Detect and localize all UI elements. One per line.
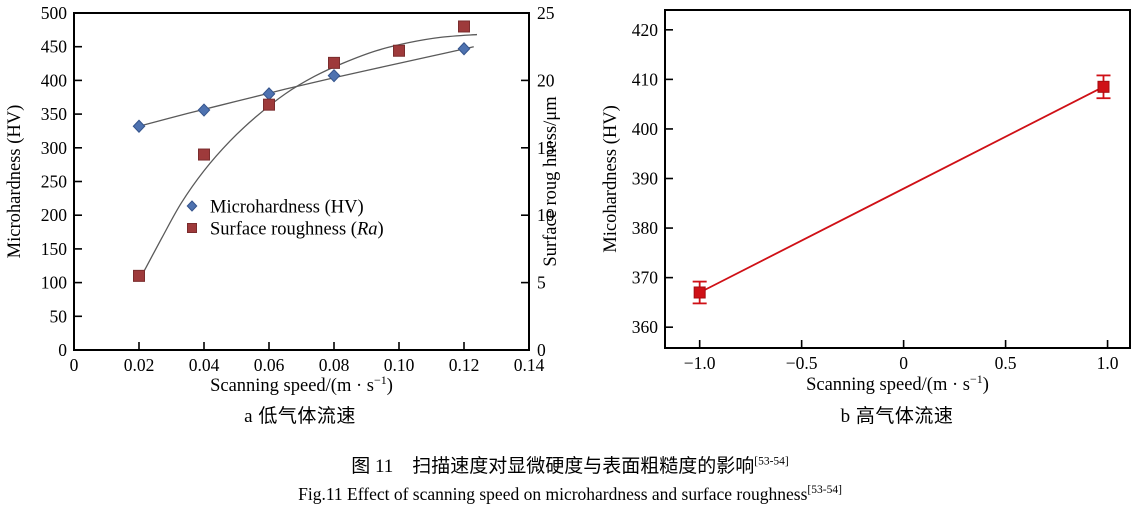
diamond-marker <box>327 68 341 83</box>
diamond-marker <box>262 87 276 101</box>
x-tick-label: 0.08 <box>319 355 350 375</box>
y-tick-label: 400 <box>632 119 659 139</box>
diamond-marker <box>197 103 211 117</box>
diamond-marker <box>132 119 146 133</box>
y-tick-label: 350 <box>41 104 68 124</box>
y-tick-label: 200 <box>41 205 68 225</box>
y-tick-label: 500 <box>41 3 68 23</box>
y-tick-label: 100 <box>41 273 68 293</box>
plot-border <box>664 9 1131 349</box>
y-tick-label: 300 <box>41 138 68 158</box>
chart-b-subtitle: b 高气体流速 <box>840 406 954 427</box>
y-axis-left: 0 50 100 150 200 250 300 350 400 450 500 <box>41 3 82 360</box>
y-tick-label: 360 <box>632 317 659 337</box>
y-tick-label: 150 <box>41 239 68 259</box>
chart-a-low-gas-flow: 0 0.02 0.04 0.06 0.08 0.10 0.12 0.1405010015020… <box>5 3 561 396</box>
legend: Microhardness (HV)Surface roughness (Ra) <box>186 198 384 240</box>
figure-caption-chinese-text: 图 11 扫描速度对显微硬度与表面粗糙度的影响 <box>351 456 755 477</box>
y-axis-right: 0 5 10 15 20 25 <box>521 3 555 360</box>
square-marker <box>1097 80 1110 93</box>
plot-border <box>73 12 530 351</box>
y-axis-left: 360 370 380 390 400 410 420 <box>632 20 673 337</box>
citation-ref-english: [53-54] <box>807 484 842 497</box>
y2-tick-label: 20 <box>537 70 555 90</box>
x-tick-label: −0.5 <box>786 353 818 373</box>
y2-tick-label: 25 <box>537 3 555 23</box>
chart-a-subtitle: a 低气体流速 <box>244 406 356 427</box>
y2-tick-label: 15 <box>537 138 555 158</box>
figure-caption-english-text: Fig.11 Effect of scanning speed on micro… <box>298 484 808 504</box>
y-tick-label: 450 <box>41 37 68 57</box>
citation-ref-chinese: [53-54] <box>754 455 789 468</box>
x-tick-label: −1.0 <box>684 353 716 373</box>
x-tick-label: 1.0 <box>1097 353 1119 373</box>
y-tick-label: 380 <box>632 218 659 238</box>
series-microhardness-hv- <box>132 41 474 133</box>
x-axis-title: Scanning speed/(m · s−1) <box>210 373 393 396</box>
diamond-marker <box>457 41 471 56</box>
square-marker <box>187 223 197 233</box>
y-tick-label: 420 <box>632 20 659 40</box>
y2-tick-label: 10 <box>537 205 555 225</box>
legend-label: Surface roughness (Ra) <box>210 220 384 240</box>
x-tick-label: 0.14 <box>514 355 545 375</box>
y-tick-label: 410 <box>632 69 659 89</box>
chart-b-high-gas-flow: −1.0 −0.5 0 0.5 1.0 360 370 380 390 400 410 420 Mico… <box>601 9 1131 395</box>
y-tick-label: 400 <box>41 70 68 90</box>
series-microhardness-hv- <box>692 74 1111 305</box>
x-tick-label: 0.10 <box>384 355 415 375</box>
trend-line <box>141 33 478 275</box>
y2-tick-label: 0 <box>537 340 546 360</box>
square-marker <box>393 44 405 57</box>
x-axis-title: Scanning speed/(m · s−1) <box>806 372 989 395</box>
x-tick-label: 0.5 <box>995 353 1017 373</box>
x-tick-label: 0.02 <box>124 355 155 375</box>
legend-label: Microhardness (HV) <box>210 198 364 218</box>
y-tick-label: 390 <box>632 169 659 189</box>
square-marker <box>198 148 210 161</box>
y-axis-title-right: Surface roug hness/μm <box>541 96 561 267</box>
square-marker <box>263 98 275 111</box>
y-tick-label: 0 <box>58 340 67 360</box>
y-axis-title-left: Micohardness (HV) <box>601 105 621 252</box>
y2-tick-label: 5 <box>537 273 546 293</box>
figure-caption-chinese: 图 11 扫描速度对显微硬度与表面粗糙度的影响[53-54] <box>0 451 1140 478</box>
x-tick-label: 0.04 <box>189 355 220 375</box>
x-tick-label: 0 <box>70 355 79 375</box>
y-axis-title-left: Microhardness (HV) <box>5 105 25 259</box>
figure-caption-english: Fig.11 Effect of scanning speed on micro… <box>0 484 1140 505</box>
series-surface-roughness-ra- <box>133 20 478 282</box>
square-marker <box>133 269 145 282</box>
square-marker <box>693 286 706 299</box>
square-marker <box>328 56 340 69</box>
diamond-marker <box>186 200 198 212</box>
trend-line <box>138 46 474 127</box>
x-tick-label: 0.06 <box>254 355 285 375</box>
x-axis: 0 0.02 0.04 0.06 0.08 0.10 0.12 0.14 <box>70 342 545 375</box>
y-tick-label: 50 <box>50 306 68 326</box>
data-line <box>699 86 1104 294</box>
x-axis: −1.0 −0.5 0 0.5 1.0 <box>684 340 1119 373</box>
y-tick-label: 370 <box>632 268 659 288</box>
x-tick-label: 0 <box>899 353 908 373</box>
y-tick-label: 250 <box>41 172 68 192</box>
x-tick-label: 0.12 <box>449 355 480 375</box>
square-marker <box>458 20 470 33</box>
